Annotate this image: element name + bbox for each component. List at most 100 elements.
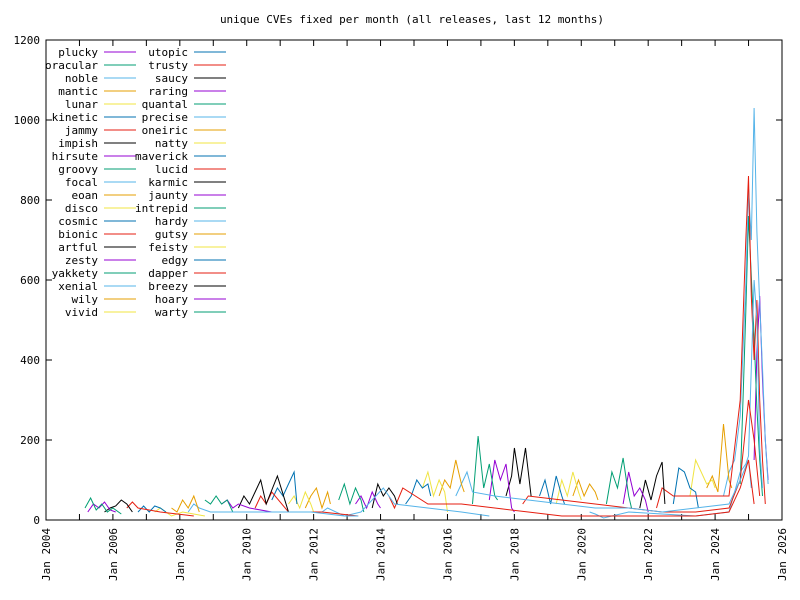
x-tick-label: Jan 2012 — [308, 528, 321, 581]
legend-label-cosmic: cosmic — [58, 215, 98, 228]
legend-label-natty: natty — [155, 137, 188, 150]
series-lines — [84, 107, 769, 519]
series-line-hardy — [187, 503, 359, 517]
y-tick-label: 600 — [20, 274, 40, 287]
legend-label-vivid: vivid — [65, 306, 98, 319]
x-tick-label: Jan 2014 — [375, 528, 388, 581]
legend-label-gutsy: gutsy — [155, 228, 188, 241]
series-line-intrepid — [204, 495, 234, 513]
legend-label-impish: impish — [58, 137, 98, 150]
x-tick-label: Jan 2020 — [575, 528, 588, 581]
series-line-groovy — [605, 457, 632, 509]
series-line-karmic — [237, 474, 289, 513]
legend-label-feisty: feisty — [148, 241, 188, 254]
legend: pluckyoracularnoblemanticlunarkineticjam… — [45, 46, 226, 319]
series-line-breezy — [104, 499, 133, 513]
series-line-hoary — [87, 501, 116, 513]
legend-label-karmic: karmic — [148, 176, 188, 189]
x-tick-label: Jan 2008 — [174, 528, 187, 581]
legend-label-focal: focal — [65, 176, 98, 189]
series-line-precise — [321, 487, 490, 517]
series-line-vivid — [421, 470, 448, 513]
series-line-trusty — [388, 459, 755, 517]
series-line-artful — [505, 447, 532, 497]
series-line-kinetic — [672, 467, 699, 509]
series-line-cosmic — [539, 475, 565, 505]
y-tick-label: 400 — [20, 354, 40, 367]
legend-label-xenial: xenial — [58, 280, 98, 293]
series-line-zesty — [488, 459, 515, 513]
legend-label-oracular: oracular — [45, 59, 98, 72]
x-tick-label: Jan 2004 — [40, 528, 53, 581]
legend-label-hoary: hoary — [155, 293, 188, 306]
legend-label-trusty: trusty — [148, 59, 188, 72]
series-line-edgy — [137, 505, 167, 513]
legend-label-wily: wily — [72, 293, 99, 306]
chart-title: unique CVEs fixed per month (all release… — [220, 13, 604, 26]
series-line-wily — [438, 459, 465, 497]
series-line-hirsute — [622, 471, 649, 513]
series-line-gutsy — [171, 494, 200, 513]
y-tick-label: 200 — [20, 434, 40, 447]
legend-label-precise: precise — [142, 111, 188, 124]
series-line-bionic — [522, 399, 761, 513]
legend-label-yakkety: yakkety — [52, 267, 99, 280]
series-line-utopic — [405, 478, 432, 505]
series-line-lunar — [689, 458, 716, 497]
legend-label-dapper: dapper — [148, 267, 188, 280]
legend-label-hardy: hardy — [155, 215, 188, 228]
series-line-noble — [723, 107, 769, 497]
legend-label-mantic: mantic — [58, 85, 98, 98]
legend-label-hirsute: hirsute — [52, 150, 98, 163]
legend-label-raring: raring — [148, 85, 188, 98]
legend-label-artful: artful — [58, 241, 98, 254]
x-tick-label: Jan 2026 — [776, 528, 789, 581]
series-line-disco — [555, 471, 582, 505]
series-line-mantic — [706, 423, 733, 493]
legend-label-plucky: plucky — [58, 46, 98, 59]
legend-label-warty: warty — [155, 306, 188, 319]
legend-label-noble: noble — [65, 72, 98, 85]
series-line-xenial — [455, 459, 752, 513]
x-axis: Jan 2004 Jan 2006 Jan 2008 Jan 2010 Jan 2012… — [40, 40, 789, 581]
y-axis: 0 200 400 600 800 1000 1200 — [14, 34, 782, 527]
y-tick-label: 1200 — [14, 34, 41, 47]
legend-label-breezy: breezy — [148, 280, 188, 293]
legend-label-intrepid: intrepid — [135, 202, 188, 215]
series-line-feisty — [154, 507, 205, 517]
series-line-impish — [639, 461, 666, 509]
y-tick-label: 800 — [20, 194, 40, 207]
legend-label-eoan: eoan — [72, 189, 99, 202]
y-tick-label: 1000 — [14, 114, 41, 127]
series-line-warty — [84, 496, 122, 515]
series-line-quantal — [338, 482, 365, 513]
series-line-jammy — [656, 175, 766, 509]
legend-label-quantal: quantal — [142, 98, 188, 111]
legend-label-oneiric: oneiric — [142, 124, 188, 137]
y-tick-label: 0 — [33, 514, 40, 527]
legend-label-zesty: zesty — [65, 254, 98, 267]
x-tick-label: Jan 2024 — [709, 528, 722, 581]
legend-label-jammy: jammy — [65, 124, 98, 137]
series-line-lucid — [254, 491, 359, 517]
x-tick-label: Jan 2016 — [441, 528, 454, 581]
legend-label-saucy: saucy — [155, 72, 188, 85]
legend-label-kinetic: kinetic — [52, 111, 98, 124]
x-tick-label: Jan 2018 — [508, 528, 521, 581]
series-line-yakkety — [472, 435, 499, 505]
series-line-dapper — [126, 501, 194, 517]
x-tick-label: Jan 2022 — [642, 528, 655, 581]
series-line-oneiric — [304, 486, 331, 510]
legend-label-bionic: bionic — [58, 228, 98, 241]
legend-label-utopic: utopic — [148, 46, 188, 59]
x-tick-label: Jan 2010 — [241, 528, 254, 581]
legend-label-maverick: maverick — [135, 150, 188, 163]
series-line-eoan — [572, 478, 599, 501]
legend-label-disco: disco — [65, 202, 98, 215]
series-line-natty — [288, 490, 315, 513]
legend-label-groovy: groovy — [58, 163, 98, 176]
legend-label-lunar: lunar — [65, 98, 98, 111]
legend-label-jaunty: jaunty — [148, 189, 188, 202]
legend-label-lucid: lucid — [155, 163, 188, 176]
